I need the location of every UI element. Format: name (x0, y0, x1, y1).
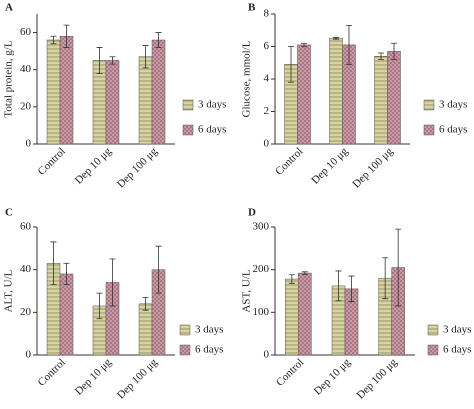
x-tick-label: Control (274, 356, 306, 388)
y-tick-label: 40 (20, 263, 32, 275)
y-tick-label: 6 (264, 40, 270, 52)
error-bar (96, 292, 103, 320)
error-bar (382, 257, 389, 300)
y-tick-label: 20 (20, 306, 32, 318)
legend-swatch (427, 324, 439, 336)
error-bar (109, 56, 116, 65)
legend-label: 3 days (195, 324, 223, 336)
y-tick-label: 4 (264, 73, 270, 85)
error-bar (391, 42, 397, 60)
legend-swatch (179, 344, 191, 356)
error-bar (301, 42, 307, 47)
error-bar (288, 274, 295, 284)
legend-label: 6 days (443, 344, 471, 356)
error-bar (142, 45, 149, 69)
y-tick-label: 0 (264, 138, 270, 150)
bar (59, 273, 74, 356)
y-tick-label: 300 (253, 221, 270, 233)
legend-label: 3 days (439, 99, 467, 111)
legend-swatch (423, 99, 435, 111)
y-tick-label: 20 (20, 100, 32, 112)
legend-swatch (427, 344, 439, 356)
bar (59, 36, 74, 145)
x-tick-label: Dep 10 μg (73, 356, 115, 398)
y-tick-label: 0 (26, 138, 32, 150)
bar (285, 278, 299, 356)
y-tick-label: 40 (20, 63, 32, 75)
legend-label: 3 days (198, 99, 226, 111)
y-axis-label: Total protein, g/L (3, 40, 15, 117)
error-bar (301, 271, 308, 275)
error-bar (63, 262, 70, 285)
y-tick-label: 2 (264, 105, 270, 117)
error-bar (348, 275, 355, 303)
error-bar (109, 258, 116, 307)
bar (105, 60, 120, 145)
error-bar (155, 245, 162, 294)
bar (151, 39, 166, 145)
panel-label: B (248, 2, 256, 14)
x-tick-label: Control (36, 145, 68, 177)
x-tick-label: Dep 100 μg (355, 356, 400, 401)
x-tick-label: Dep 100 μg (115, 356, 160, 401)
bar (298, 272, 312, 356)
bar (138, 56, 153, 145)
legend-swatch (182, 99, 194, 111)
legend-swatch (179, 324, 191, 336)
y-tick-label: 60 (20, 26, 32, 38)
error-bar (346, 24, 352, 65)
error-bar (96, 47, 103, 74)
legend-label: 6 days (198, 124, 226, 136)
x-tick-label: Dep 10 μg (312, 356, 354, 398)
y-axis-label: ALT, U/L (3, 269, 15, 312)
y-tick-label: 8 (264, 8, 270, 20)
y-tick-label: 200 (253, 263, 270, 275)
y-tick-label: 0 (264, 349, 270, 361)
panel-label: A (5, 2, 13, 14)
bar (297, 44, 311, 145)
error-bar (50, 35, 57, 45)
y-tick-label: 100 (253, 306, 270, 318)
legend-swatch (423, 124, 435, 136)
legend-label: 6 days (195, 344, 223, 356)
x-tick-label: Dep 10 μg (73, 145, 115, 187)
bar (138, 303, 153, 356)
x-tick-label: Control (273, 145, 305, 177)
error-bar (142, 297, 149, 311)
error-bar (63, 24, 70, 48)
x-tick-label: Dep 10 μg (309, 145, 351, 187)
bar (387, 51, 401, 145)
error-bar (335, 270, 342, 302)
bar (374, 56, 388, 145)
legend-label: 6 days (439, 124, 467, 136)
bar (329, 38, 343, 145)
error-bar (155, 32, 162, 48)
bar (46, 39, 61, 145)
x-tick-label: Dep 100 μg (350, 145, 395, 190)
error-bar (395, 228, 402, 307)
x-tick-label: Control (36, 356, 68, 388)
y-axis-label: AST, U/L (241, 269, 253, 312)
legend-label: 3 days (443, 324, 471, 336)
panel-label: C (5, 207, 13, 219)
error-bar (288, 46, 294, 83)
x-tick-label: Dep 100 μg (115, 145, 160, 190)
y-tick-label: 60 (20, 221, 32, 233)
panel-label: D (248, 207, 256, 219)
y-tick-label: 0 (26, 349, 32, 361)
legend-swatch (182, 124, 194, 136)
error-bar (333, 37, 339, 40)
y-axis-label: Glucose, mmol/L (241, 40, 253, 117)
error-bar (50, 241, 57, 285)
error-bar (378, 52, 384, 60)
